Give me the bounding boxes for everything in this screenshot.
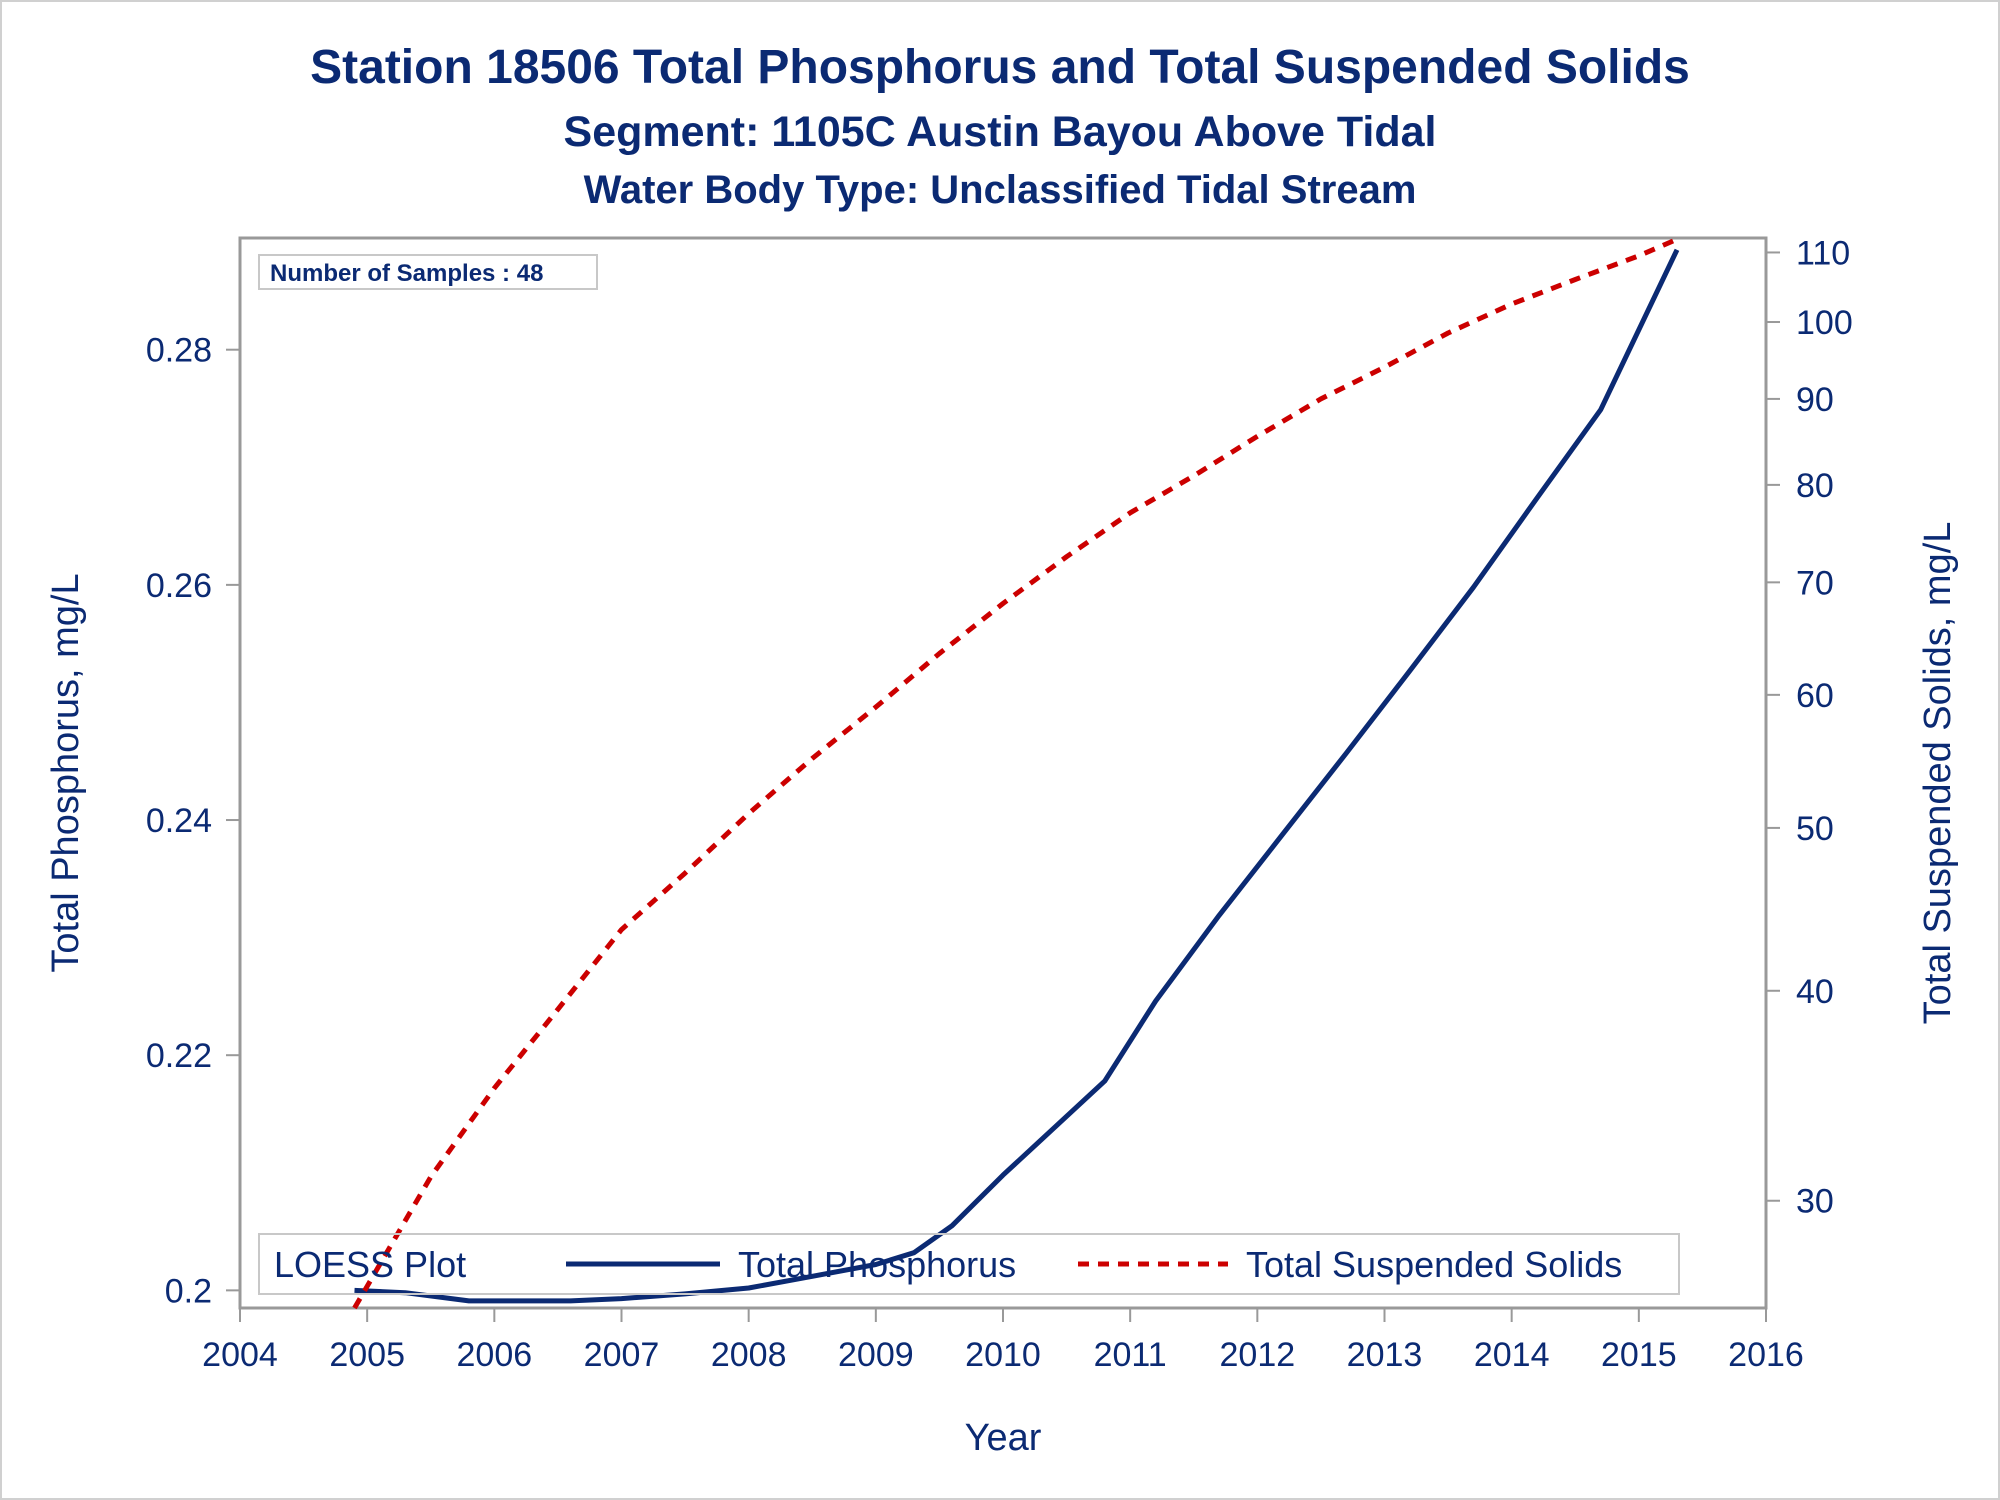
y-left-tick-label-0.22: 0.22 bbox=[146, 1037, 212, 1075]
y-right-tick-label-30: 30 bbox=[1796, 1183, 1834, 1221]
x-tick-label-2015: 2015 bbox=[1601, 1336, 1677, 1374]
legend-box bbox=[258, 1233, 1680, 1295]
x-axis: 2004 2005 2006 2007 2008 2009 2010 2011 2012 2013… bbox=[202, 1308, 1804, 1374]
y-axis-right: 30 40 50 60 70 80 90 100 110 bbox=[1766, 234, 1853, 1221]
y-left-tick-label-0.2: 0.2 bbox=[165, 1272, 212, 1310]
y-right-tick-label-100: 100 bbox=[1796, 304, 1853, 342]
x-tick-label-2010: 2010 bbox=[965, 1336, 1041, 1374]
y-right-tick-label-60: 60 bbox=[1796, 677, 1834, 715]
y-right-tick-label-80: 80 bbox=[1796, 467, 1834, 505]
legend-label-total-suspended-solids: Total Suspended Solids bbox=[1246, 1244, 1622, 1285]
x-tick-label-2016: 2016 bbox=[1728, 1336, 1804, 1374]
series-line-total-phosphorus bbox=[354, 248, 1680, 1304]
y-left-tick-label-0.26: 0.26 bbox=[146, 567, 212, 605]
x-tick-label-2009: 2009 bbox=[838, 1336, 914, 1374]
y-right-tick-label-90: 90 bbox=[1796, 381, 1834, 419]
x-tick-label-2008: 2008 bbox=[711, 1336, 787, 1374]
samples-annotation: Number of Samples : 48 bbox=[258, 254, 598, 290]
legend: LOESS Plot Total Phosphorus Total Suspen… bbox=[258, 1233, 1680, 1295]
legend-label-total-phosphorus: Total Phosphorus bbox=[738, 1244, 1016, 1285]
samples-annotation-box bbox=[258, 254, 598, 290]
y-right-tick-label-50: 50 bbox=[1796, 810, 1834, 848]
chart-title: Station 18506 Total Phosphorus and Total… bbox=[310, 41, 1690, 94]
y-left-tick-label-0.28: 0.28 bbox=[146, 332, 212, 370]
x-tick-label-2012: 2012 bbox=[1220, 1336, 1296, 1374]
plot-area bbox=[238, 236, 1768, 1310]
chart-subtitle-water-body: Water Body Type: Unclassified Tidal Stre… bbox=[583, 168, 1417, 212]
y-axis-left-label: Total Phosphorus, mg/L bbox=[45, 573, 87, 972]
x-axis-label: Year bbox=[965, 1417, 1042, 1459]
x-tick-label-2006: 2006 bbox=[457, 1336, 533, 1374]
chart-subtitle-segment: Segment: 1105C Austin Bayou Above Tidal bbox=[563, 108, 1437, 156]
series-layer bbox=[352, 237, 1680, 1310]
x-tick-label-2004: 2004 bbox=[202, 1336, 278, 1374]
y-left-tick-label-0.24: 0.24 bbox=[146, 802, 212, 840]
x-tick-label-2007: 2007 bbox=[584, 1336, 660, 1374]
x-tick-label-2013: 2013 bbox=[1347, 1336, 1423, 1374]
x-tick-label-2011: 2011 bbox=[1094, 1336, 1167, 1374]
y-axis-right-label: Total Suspended Solids, mg/L bbox=[1917, 522, 1959, 1025]
y-right-tick-label-40: 40 bbox=[1796, 973, 1834, 1011]
y-right-tick-label-70: 70 bbox=[1796, 564, 1834, 602]
legend-title: LOESS Plot bbox=[274, 1244, 466, 1285]
y-axis-left: 0.2 0.22 0.24 0.26 0.28 bbox=[146, 332, 240, 1310]
x-tick-label-2014: 2014 bbox=[1474, 1336, 1550, 1374]
series-line-total-suspended-solids bbox=[352, 237, 1678, 1310]
x-tick-label-2005: 2005 bbox=[329, 1336, 405, 1374]
samples-annotation-text: Number of Samples : 48 bbox=[270, 260, 543, 287]
y-right-tick-label-110: 110 bbox=[1796, 234, 1850, 272]
